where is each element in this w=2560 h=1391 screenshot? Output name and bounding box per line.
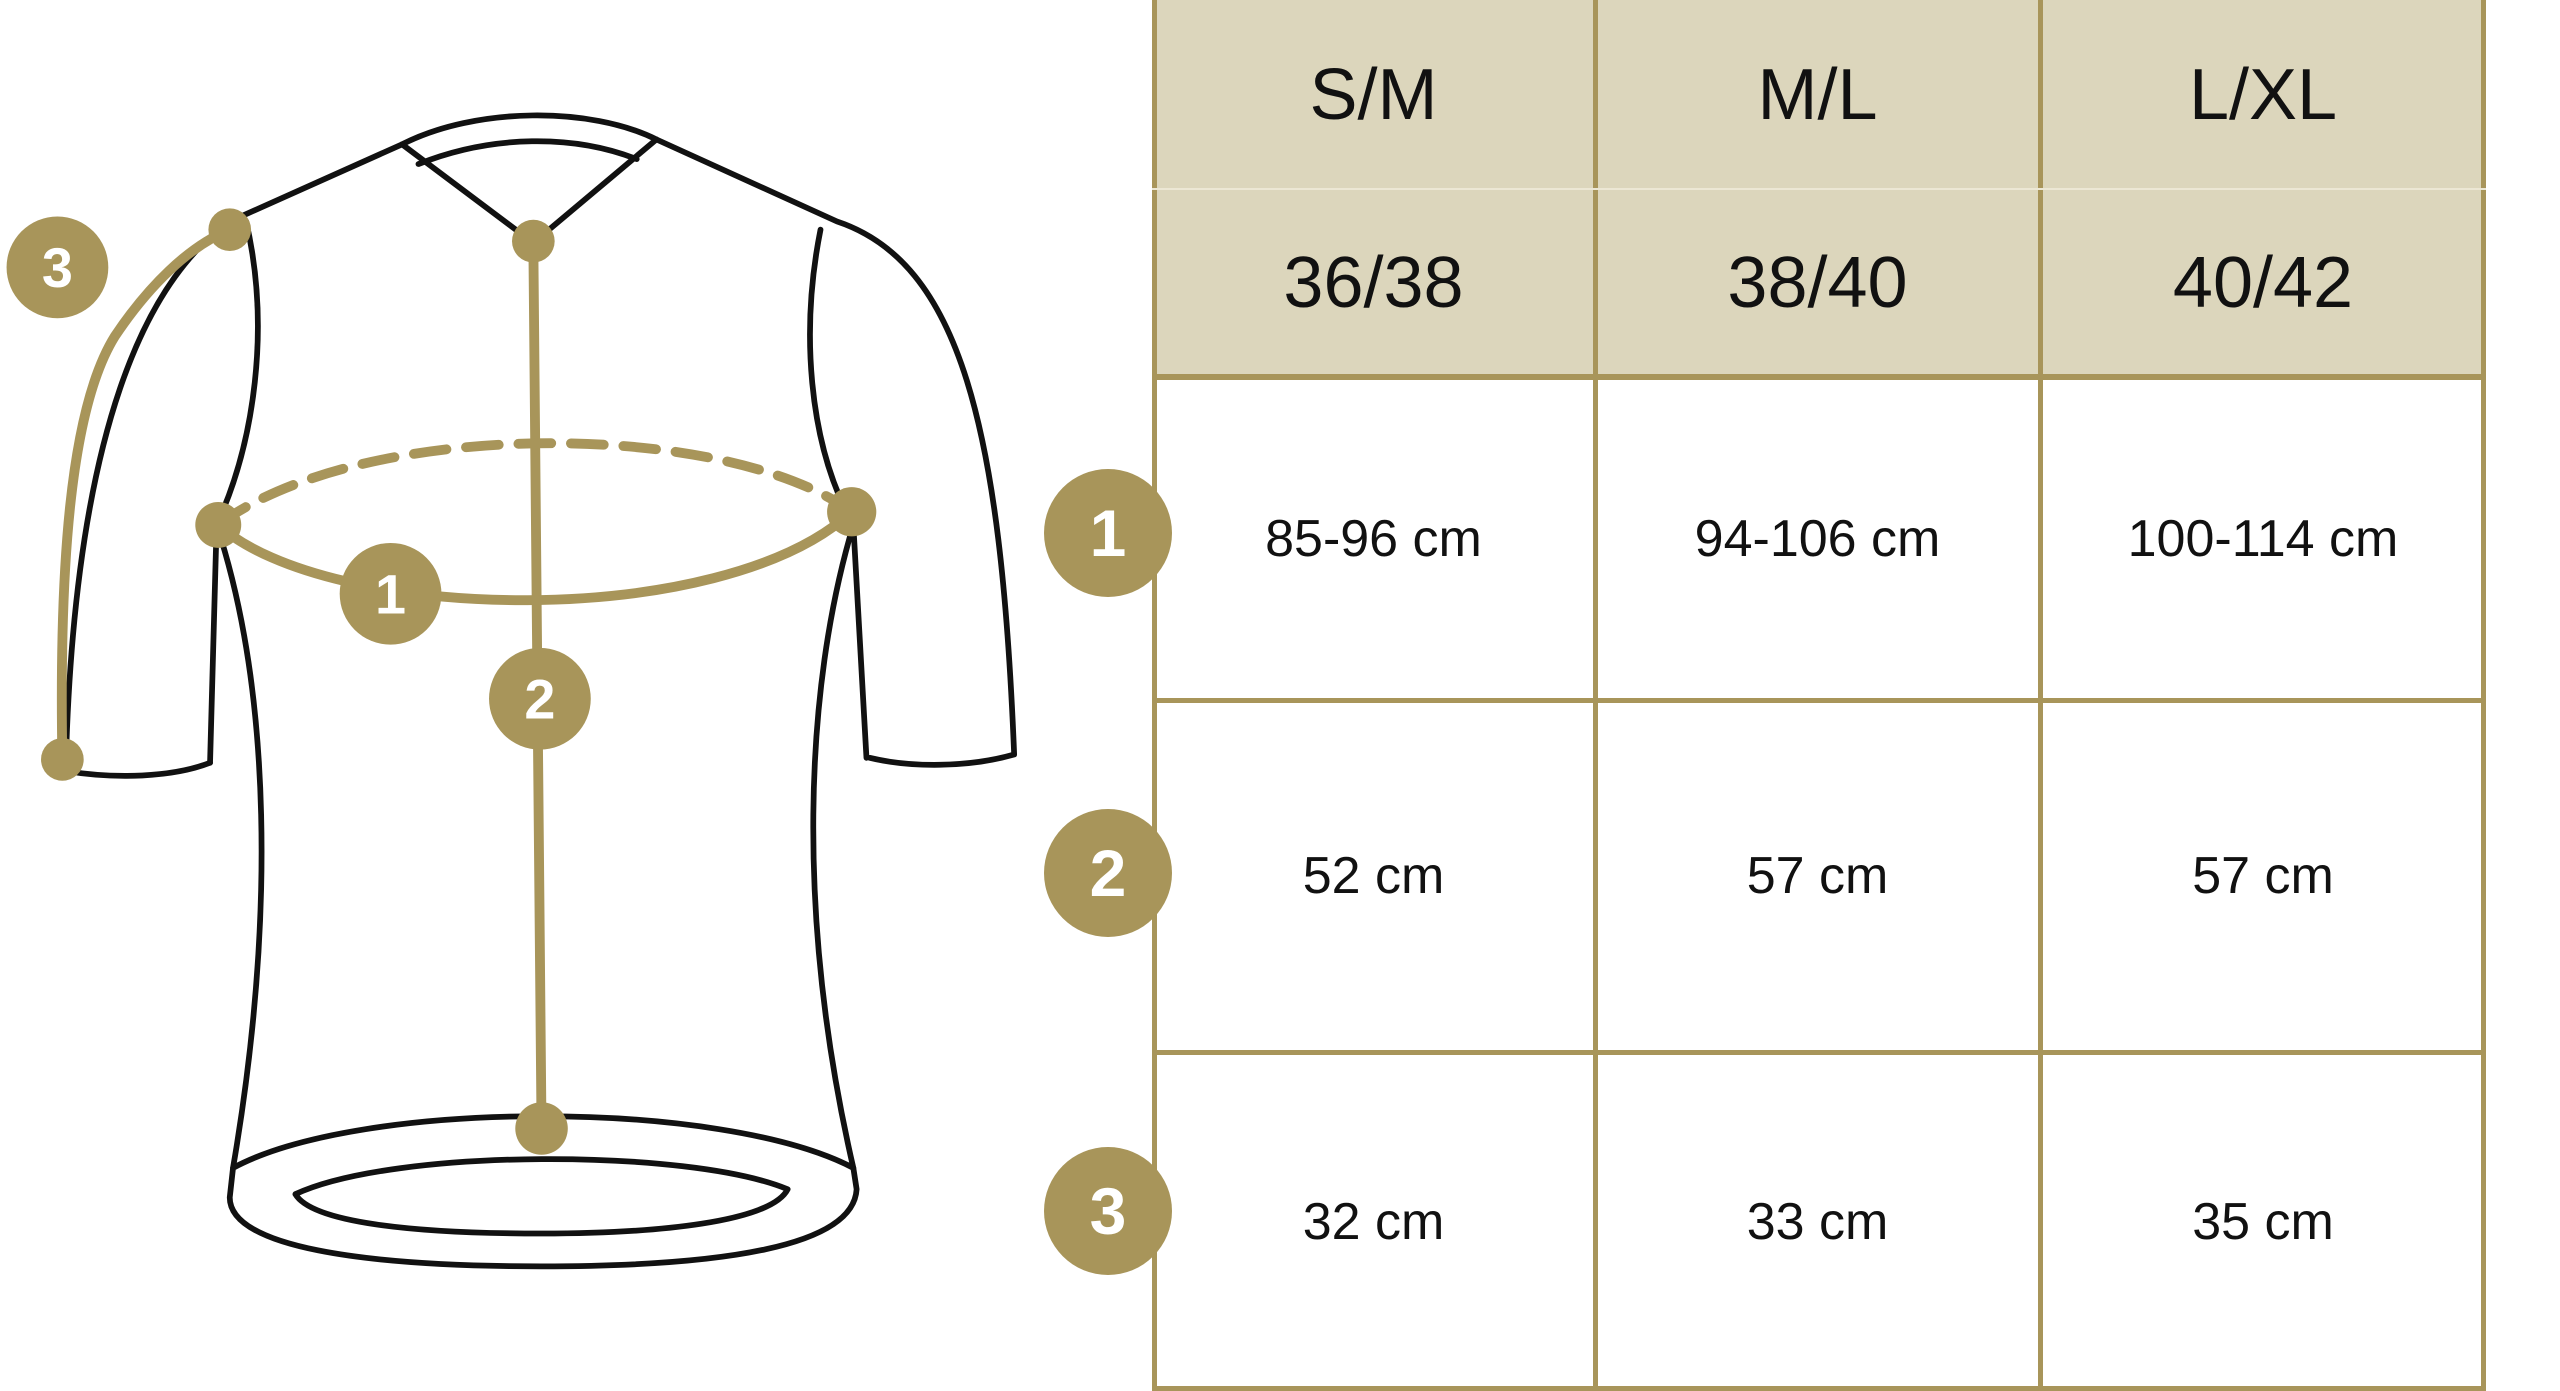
cell-chest-ml: 94-106 cm [1595,377,2040,700]
table-border [1152,1386,2486,1391]
jersey-outline [62,112,1018,1270]
table-border [1152,0,1157,1391]
svg-text:3: 3 [42,237,73,299]
size-label-ml: M/L [1595,0,2040,189]
measurement-points [41,208,877,1155]
table-divider [2038,0,2043,1391]
header-divider [1152,188,2486,190]
marker-3-badge: 3 [6,216,109,319]
row-marker-2: 2 [1044,809,1172,937]
table-divider [1152,698,2486,703]
cell-chest-sm: 85-96 cm [1152,377,1595,700]
size-chart-table: S/M M/L L/XL 36/38 38/40 40/42 85-96 cm … [1152,0,2486,1391]
cell-length-lxl: 57 cm [2040,700,2486,1052]
measurement-lines [56,224,857,1134]
cell-length-sm: 52 cm [1152,700,1595,1052]
marker-2-badge: 2 [489,647,591,750]
chest-back-dashed-line [213,438,857,530]
row-marker-1: 1 [1044,469,1172,597]
eu-size-sm: 36/38 [1152,189,1595,377]
cell-sleeve-ml: 33 cm [1595,1052,2040,1391]
eu-size-ml: 38/40 [1595,189,2040,377]
marker-1-badge: 1 [339,542,442,645]
table-divider [1152,374,2486,380]
eu-size-lxl: 40/42 [2040,189,2486,377]
size-label-sm: S/M [1152,0,1595,189]
sleeve-line [56,224,235,765]
cell-sleeve-sm: 32 cm [1152,1052,1595,1391]
row-marker-3: 3 [1044,1147,1172,1275]
svg-text:1: 1 [375,563,406,625]
cell-chest-lxl: 100-114 cm [2040,377,2486,700]
table-divider [1152,1050,2486,1055]
size-label-lxl: L/XL [2040,0,2486,189]
cell-sleeve-lxl: 35 cm [2040,1052,2486,1391]
svg-text:2: 2 [524,668,555,730]
table-border [2481,0,2486,1391]
table-divider [1593,0,1598,1391]
cell-length-ml: 57 cm [1595,700,2040,1052]
chest-line [213,506,857,606]
